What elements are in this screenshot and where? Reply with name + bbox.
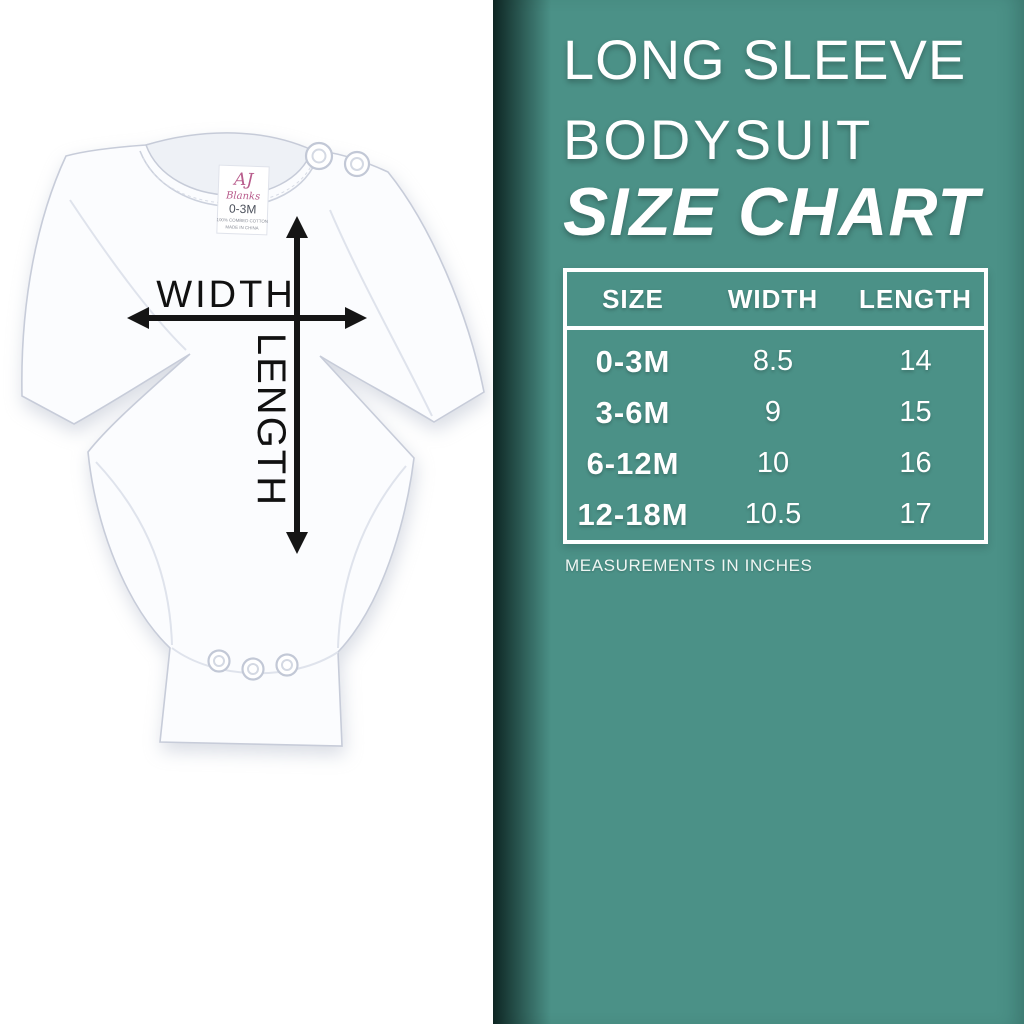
size-cell: 12-18M — [577, 496, 689, 532]
size-table: SIZE WIDTH LENGTH 0-3M 8.5 14 3-6M 9 15 … — [563, 268, 988, 544]
measurements-footnote: MEASUREMENTS IN INCHES — [565, 556, 813, 575]
table-row: 6-12M 10 16 — [567, 438, 984, 489]
product-photo-panel: AJ Blanks 0-3M 100% COMBED COTTON MADE I… — [0, 0, 493, 1024]
table-row: 12-18M 10.5 17 — [567, 489, 984, 540]
label-brand-bottom: Blanks — [225, 190, 261, 202]
table-row: 0-3M 8.5 14 — [567, 336, 984, 387]
panel-edge-shadow — [493, 0, 551, 1024]
length-cell: 17 — [899, 498, 932, 530]
length-arrow — [286, 216, 308, 554]
label-brand-top: AJ — [232, 170, 255, 191]
size-cell: 6-12M — [586, 445, 680, 481]
page-title-line1: LONG SLEEVE — [563, 28, 967, 91]
table-row: 3-6M 9 15 — [567, 387, 984, 438]
width-cell: 9 — [764, 396, 782, 428]
neck-label: AJ Blanks 0-3M 100% COMBED COTTON MADE I… — [216, 164, 270, 236]
size-cell: 0-3M — [595, 343, 671, 379]
width-arrow-label: WIDTH — [156, 274, 296, 316]
page-title-line3: SIZE CHART — [563, 174, 980, 250]
length-cell: 14 — [899, 345, 932, 377]
column-header-width: WIDTH — [727, 283, 819, 314]
width-cell: 10 — [756, 447, 790, 479]
length-cell: 15 — [899, 396, 932, 428]
crotch-snap-icon — [207, 649, 299, 681]
shoulder-snap-icon — [304, 141, 371, 178]
length-cell: 16 — [899, 447, 932, 479]
size-cell: 3-6M — [595, 394, 671, 430]
label-care: 100% COMBED COTTON — [217, 217, 269, 224]
width-cell: 8.5 — [752, 345, 794, 377]
length-arrow-label: LENGTH — [249, 333, 293, 507]
size-chart-panel: LONG SLEEVE BODYSUIT SIZE CHART SIZE WID… — [493, 0, 1024, 1024]
label-size: 0-3M — [229, 202, 257, 217]
column-header-length: LENGTH — [859, 283, 972, 314]
bodysuit-outline: AJ Blanks 0-3M 100% COMBED COTTON MADE I… — [21, 132, 485, 747]
width-cell: 10.5 — [744, 498, 802, 530]
column-header-size: SIZE — [602, 283, 664, 314]
width-arrow — [127, 307, 367, 329]
bodysuit-photo: AJ Blanks 0-3M 100% COMBED COTTON MADE I… — [21, 132, 485, 747]
size-table-header: SIZE WIDTH LENGTH — [567, 272, 984, 330]
size-table-body: 0-3M 8.5 14 3-6M 9 15 6-12M 10 16 12-18M… — [567, 336, 984, 540]
page-title-line2: BODYSUIT — [563, 108, 874, 171]
label-origin: MADE IN CHINA — [225, 224, 258, 230]
